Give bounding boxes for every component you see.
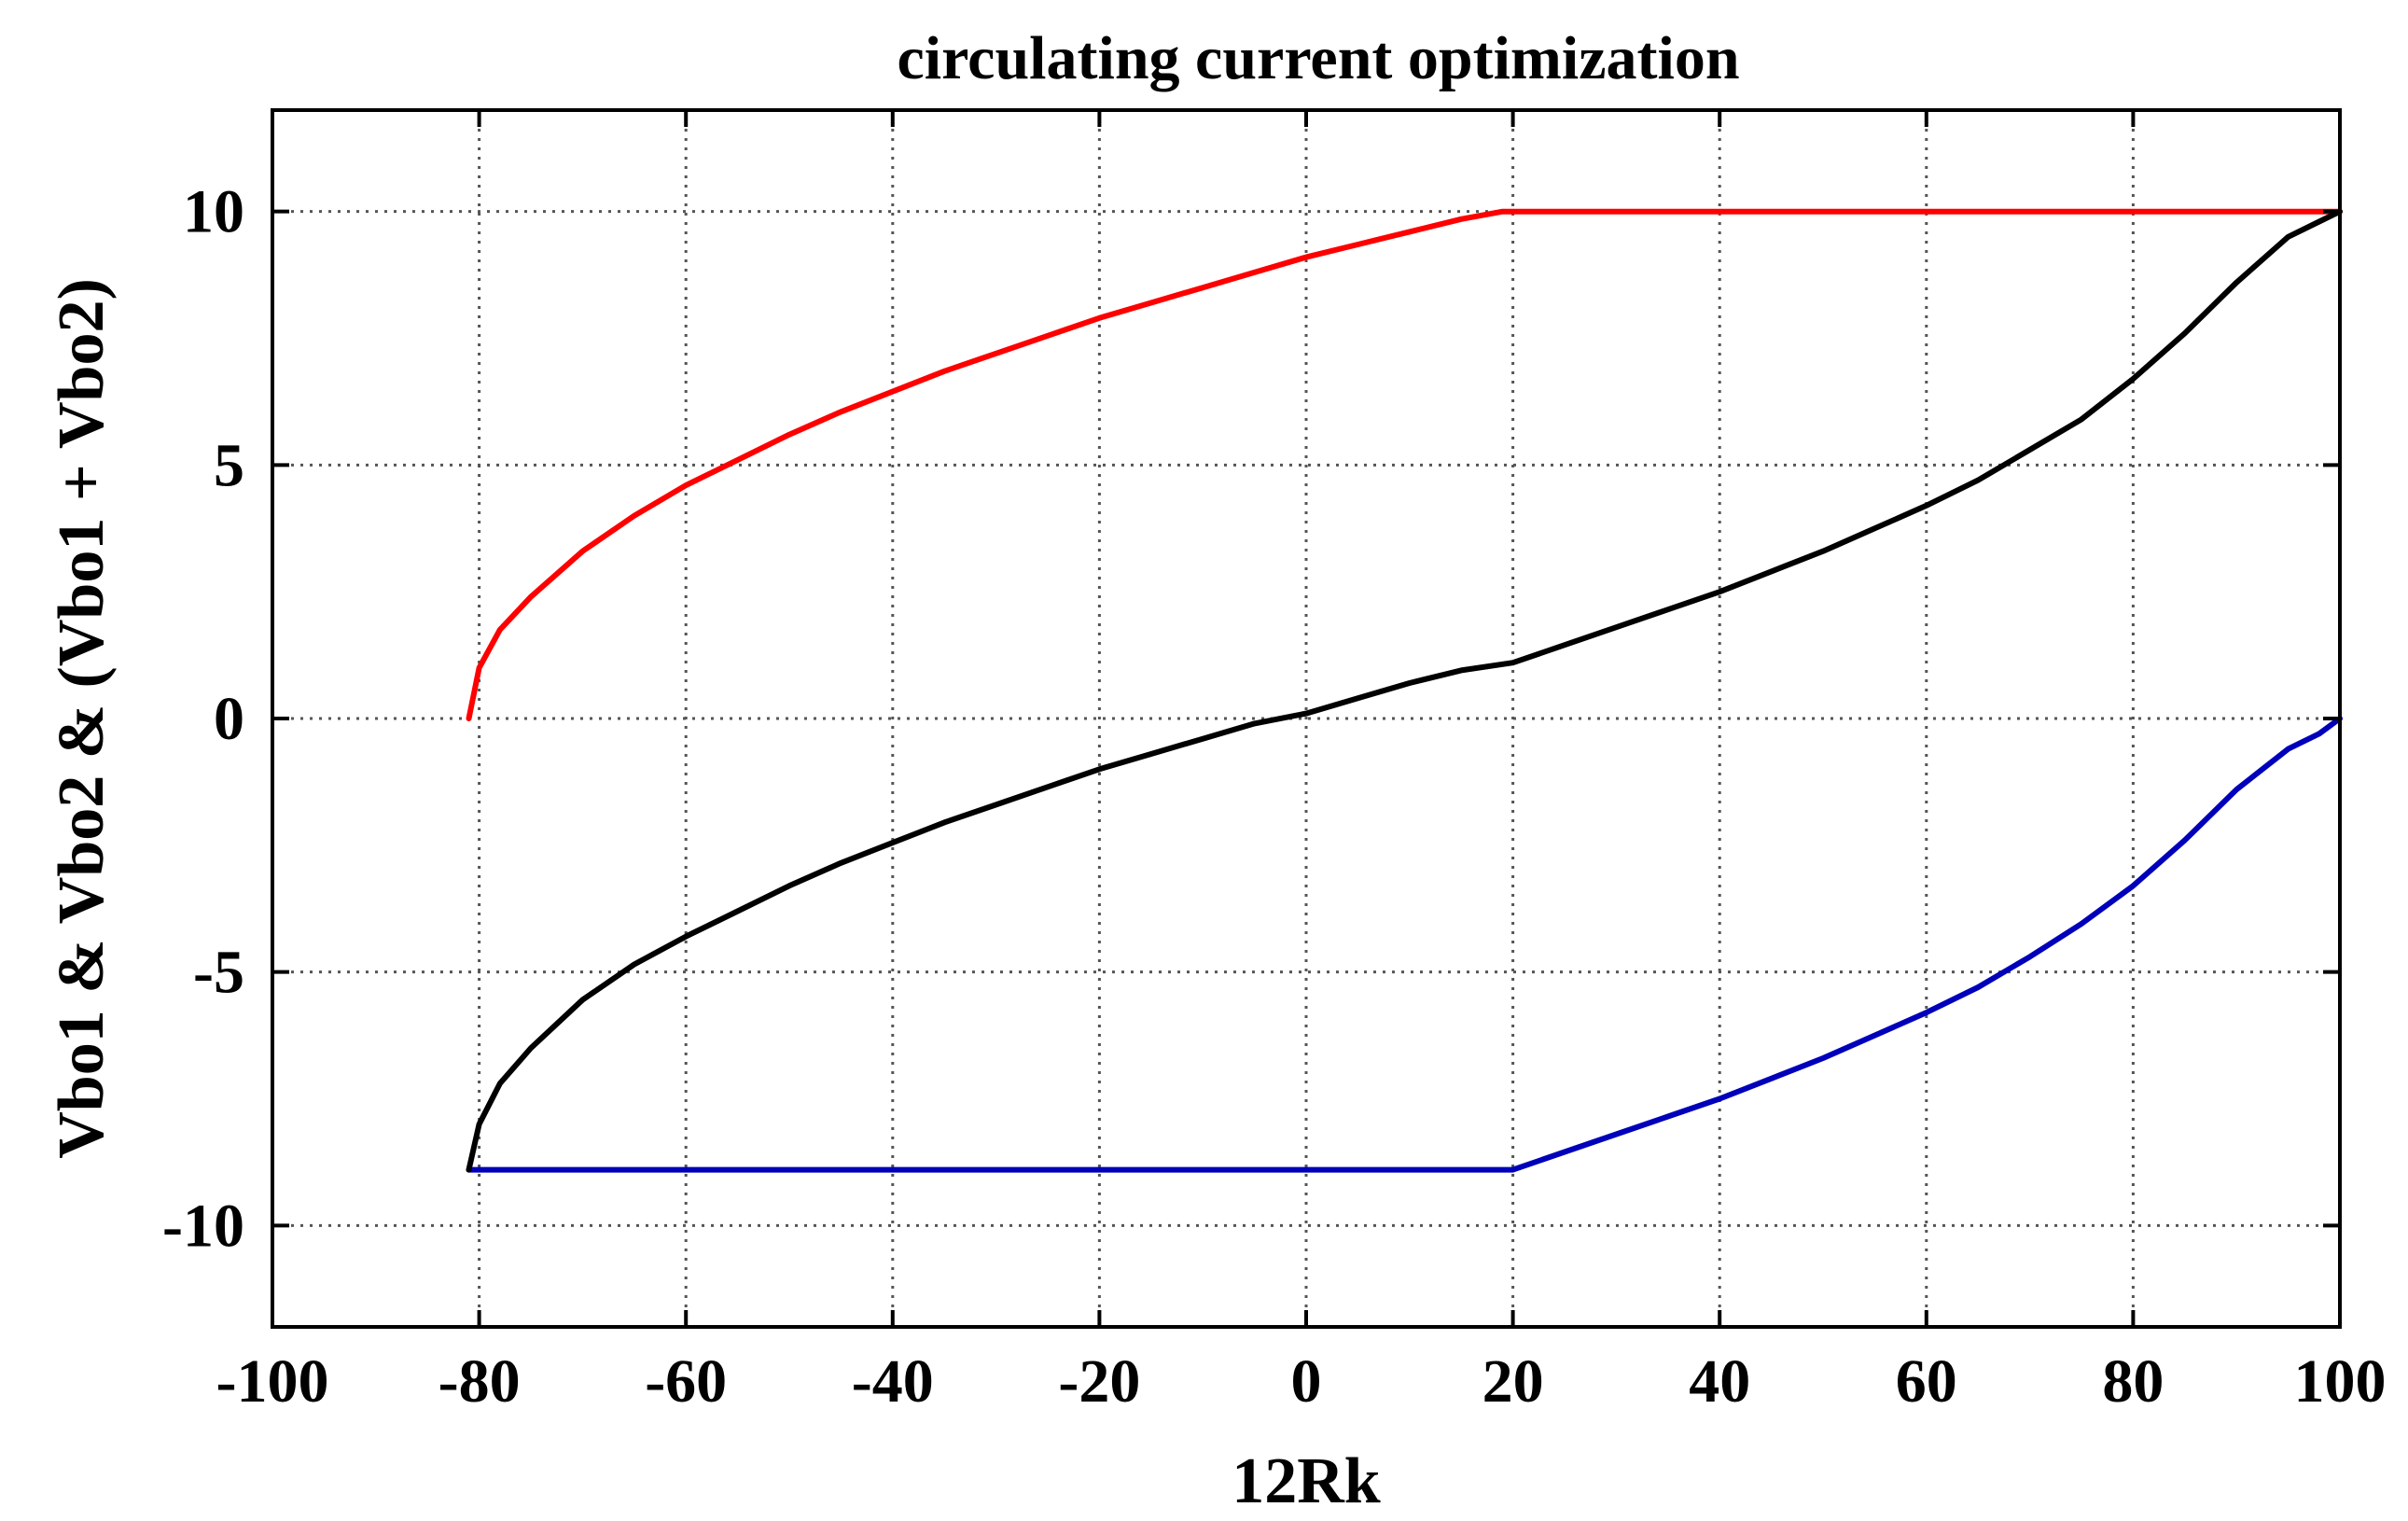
x-tick-label: 0	[1291, 1347, 1322, 1416]
x-tick-label: -80	[438, 1347, 521, 1416]
series-line-vbo2	[466, 716, 2343, 1173]
series-line-vbo1-vbo2	[466, 208, 2343, 1173]
x-tick-label: -20	[1058, 1347, 1140, 1416]
y-tick-label: -5	[193, 939, 244, 1007]
x-tick-label: 100	[2294, 1347, 2387, 1416]
x-tick-label: 80	[2102, 1347, 2164, 1416]
x-tick-label: 60	[1896, 1347, 1957, 1416]
y-tick-label: -10	[162, 1192, 244, 1260]
series-line-vbo1	[466, 208, 2343, 721]
x-tick-label: -40	[852, 1347, 934, 1416]
series-group	[466, 208, 2343, 1173]
x-tick-label: 40	[1689, 1347, 1750, 1416]
x-tick-label: -100	[216, 1347, 329, 1416]
grid	[272, 110, 2340, 1327]
chart-title: circulating current optimization	[897, 24, 1739, 92]
x-tick-labels: -100 -80 -60 -40 -20 0 20 40 60 80 100	[216, 1347, 2387, 1416]
x-tick-label: -60	[645, 1347, 727, 1416]
y-tick-label: 0	[214, 685, 244, 753]
y-tick-label: 5	[214, 431, 244, 499]
y-tick-label: 10	[183, 178, 244, 246]
x-axis-label: 12Rk	[1232, 1445, 1381, 1517]
y-axis-label: Vbo1 & Vbo2 & (Vbo1 + Vbo2)	[46, 278, 118, 1159]
y-tick-labels: -10 -5 0 5 10	[162, 178, 244, 1261]
tick-marks	[271, 110, 2342, 1327]
x-tick-label: 20	[1482, 1347, 1544, 1416]
